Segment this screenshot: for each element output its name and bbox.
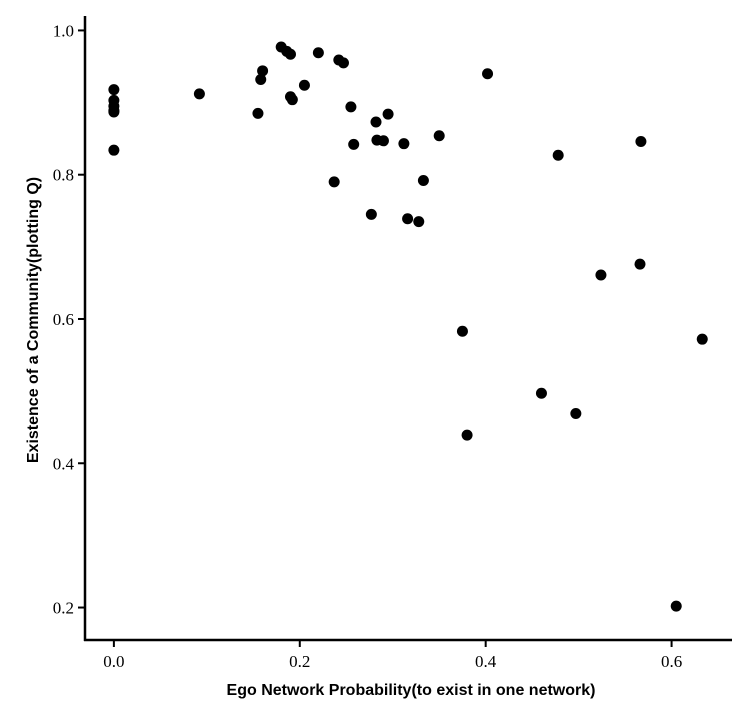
data-point	[382, 108, 394, 120]
data-point	[535, 387, 547, 399]
data-point	[328, 176, 340, 188]
data-point	[312, 47, 324, 59]
data-point	[595, 269, 607, 281]
x-tick-label: 0.6	[661, 652, 682, 671]
y-tick-label: 0.2	[53, 599, 74, 618]
data-point	[670, 600, 682, 612]
y-tick-label: 0.6	[53, 310, 74, 329]
data-point	[402, 213, 414, 225]
data-point	[337, 57, 349, 69]
data-point	[552, 149, 564, 161]
data-point	[696, 333, 708, 345]
y-tick-label: 1.0	[53, 21, 74, 40]
data-point	[284, 48, 296, 60]
y-tick-label: 0.8	[53, 166, 74, 185]
data-point	[417, 174, 429, 186]
y-tick-label: 0.4	[53, 454, 75, 473]
data-point	[298, 79, 310, 91]
data-point	[365, 208, 377, 220]
data-point	[252, 107, 264, 119]
data-point	[257, 65, 269, 77]
tick-group: 0.0 0.2 0.4 0.6 0.2 0.4 0.6 0.8 1.0	[53, 21, 682, 671]
data-point	[345, 101, 357, 113]
y-axis-title: Existence of a Community(plotting Q)	[25, 177, 42, 463]
data-point	[193, 88, 205, 100]
data-point	[348, 138, 360, 150]
data-point	[255, 73, 267, 85]
data-point	[635, 136, 647, 148]
data-point	[108, 106, 120, 118]
data-point	[456, 325, 468, 337]
x-tick-label: 0.4	[475, 652, 497, 671]
x-tick-label: 0.2	[289, 652, 310, 671]
data-points	[108, 41, 708, 612]
data-point	[370, 116, 382, 128]
data-point	[461, 429, 473, 441]
data-point	[398, 138, 410, 150]
data-point	[634, 258, 646, 270]
data-point	[377, 135, 389, 147]
data-point	[286, 94, 298, 106]
data-point	[108, 84, 120, 96]
data-point	[108, 144, 120, 156]
data-point	[413, 216, 425, 228]
data-point	[570, 407, 582, 419]
data-point	[482, 68, 494, 80]
x-axis-title: Ego Network Probability(to exist in one …	[227, 682, 596, 699]
data-point	[433, 130, 445, 142]
x-tick-label: 0.0	[103, 652, 124, 671]
